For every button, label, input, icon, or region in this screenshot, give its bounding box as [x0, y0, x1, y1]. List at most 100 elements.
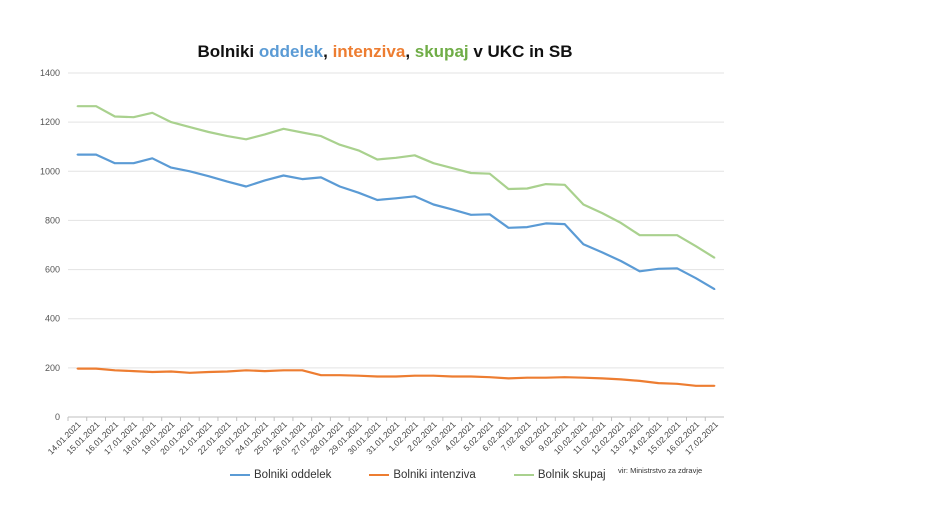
y-tick-label: 1400 [40, 68, 60, 78]
data-point [95, 367, 97, 370]
data-point [338, 185, 341, 188]
data-point [601, 212, 603, 214]
data-point [432, 374, 435, 377]
title-skupaj: skupaj [414, 42, 469, 61]
data-point [376, 158, 379, 161]
data-point [676, 234, 678, 236]
data-point [301, 178, 304, 180]
data-point [226, 180, 229, 183]
legend-label: Bolniki oddelek [254, 469, 332, 481]
data-point [432, 203, 435, 206]
legend-item-intenziva: Bolniki intenziva [369, 469, 476, 481]
data-point [95, 105, 97, 107]
legend-swatch [230, 473, 250, 477]
data-point [114, 115, 116, 118]
data-point [695, 384, 697, 387]
data-point [357, 191, 360, 194]
data-point [357, 374, 360, 377]
data-point [338, 143, 341, 146]
y-tick-label: 400 [45, 314, 60, 324]
data-point [507, 377, 510, 380]
data-point [601, 377, 603, 380]
data-point [189, 371, 191, 374]
data-point [488, 172, 491, 175]
data-point [357, 149, 360, 152]
data-point [526, 226, 528, 228]
data-point [638, 380, 641, 382]
data-point [620, 222, 622, 224]
data-point [245, 369, 247, 372]
y-tick-label: 200 [45, 363, 60, 373]
data-point [207, 175, 210, 177]
y-tick-label: 1200 [40, 117, 60, 127]
data-point [582, 243, 585, 246]
data-point [301, 131, 304, 134]
data-point [95, 153, 97, 156]
data-point [563, 184, 566, 186]
data-point [132, 370, 135, 372]
data-point [563, 376, 566, 378]
data-point [170, 166, 172, 169]
chart-title: Bolniki oddelek, intenziva, skupaj v UKC… [0, 42, 770, 62]
legend-item-oddelek: Bolniki oddelek [230, 469, 331, 481]
data-point [151, 371, 154, 373]
data-point [320, 135, 322, 137]
legend-label: Bolnik skupaj [537, 469, 606, 481]
title-intenziva: intenziva [332, 42, 406, 61]
data-point [170, 121, 172, 123]
data-point [76, 153, 79, 156]
data-point [151, 157, 154, 160]
data-point [395, 156, 397, 159]
data-point [601, 251, 603, 254]
data-point [320, 176, 322, 179]
data-point [226, 370, 229, 373]
data-point [526, 187, 528, 190]
data-point [695, 245, 697, 248]
data-point [432, 162, 435, 164]
data-point [713, 384, 716, 387]
data-point [282, 127, 285, 130]
data-point [282, 369, 285, 372]
data-point [470, 375, 472, 378]
data-point [470, 172, 472, 174]
data-point [132, 116, 135, 119]
data-point [114, 162, 116, 164]
data-point [264, 133, 266, 136]
data-point [376, 199, 379, 201]
data-point [282, 174, 285, 177]
data-point [545, 376, 547, 379]
y-tick-label: 0 [55, 412, 60, 422]
data-point [207, 131, 210, 133]
data-point [507, 188, 510, 190]
data-point [620, 260, 622, 262]
data-point [207, 371, 210, 373]
data-point [451, 375, 454, 378]
data-point [76, 367, 79, 370]
data-point [563, 223, 566, 225]
legend-swatch [369, 473, 390, 477]
data-point [151, 112, 154, 114]
title-part: Bolniki [197, 42, 259, 61]
data-point [507, 227, 510, 229]
data-point [582, 376, 585, 379]
data-point [676, 383, 678, 385]
title-oddelek: oddelek [258, 42, 324, 61]
data-point [695, 277, 697, 279]
series-line-bolnik-skupaj [77, 105, 716, 259]
data-point [545, 222, 547, 225]
data-point [376, 375, 379, 378]
title-part: , [405, 42, 415, 61]
data-point [189, 126, 191, 128]
data-point [245, 138, 247, 141]
title-part: v UKC in SB [468, 42, 573, 61]
y-tick-label: 800 [45, 215, 60, 225]
data-point [413, 154, 416, 157]
data-point [170, 370, 172, 373]
data-point [132, 162, 135, 164]
data-point [451, 208, 454, 211]
data-point [657, 382, 660, 384]
data-point [338, 374, 341, 377]
legend-item-skupaj: Bolnik skupaj [513, 469, 606, 481]
